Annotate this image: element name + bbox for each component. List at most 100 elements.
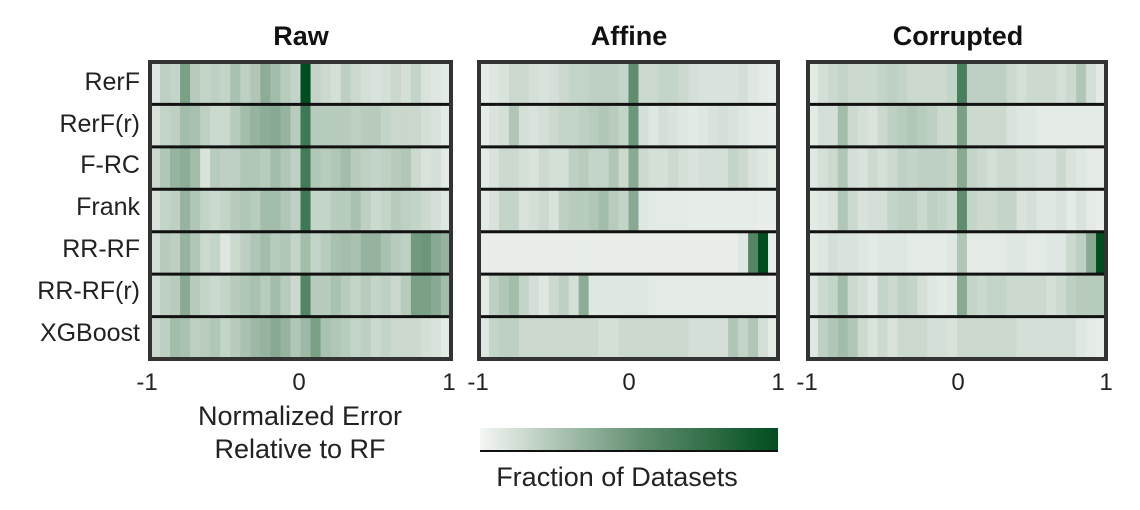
heatmap-cell-raw-r3-b15: [300, 189, 312, 233]
heatmap-cells: [150, 62, 1107, 360]
heatmap-cell-raw-r4-b21: [360, 231, 372, 275]
heatmap-cell-raw-r5-b10: [250, 274, 261, 317]
heatmap-cell-raw-r3-b21: [360, 189, 372, 233]
heatmap-cell-affine-r5-b9: [568, 274, 580, 317]
heatmap-cell-affine-r2-b18: [658, 146, 669, 190]
heatmap-cell-raw-r2-b12: [270, 146, 282, 190]
heatmap-cell-corrupted-r1-b7: [877, 104, 889, 148]
heatmap-cell-corrupted-r2-b17: [976, 146, 988, 190]
heatmap-cell-affine-r3-b14: [618, 189, 630, 233]
heatmap-cell-corrupted-r2-b4: [847, 146, 859, 190]
heatmap-cell-corrupted-r6-b12: [927, 316, 938, 360]
heatmap-cell-corrupted-r4-b15: [957, 231, 968, 275]
heatmap-cell-raw-r3-b9: [240, 189, 251, 233]
heatmap-cell-corrupted-r1-b20: [1006, 104, 1018, 148]
heatmap-cell-raw-r5-b20: [350, 274, 362, 317]
colorbar: [480, 428, 778, 450]
heatmap-cell-affine-r2-b10: [578, 146, 590, 190]
heatmap-cell-raw-r0-b21: [360, 62, 372, 105]
heatmap-cell-affine-r0-b17: [648, 62, 659, 105]
heatmap-cell-affine-r2-b14: [618, 146, 630, 190]
heatmap-cell-affine-r0-b12: [598, 62, 610, 105]
heatmap-cell-raw-r6-b11: [260, 316, 271, 360]
heatmap-cell-raw-r5-b14: [290, 274, 302, 317]
heatmap-cell-raw-r4-b5: [200, 231, 211, 275]
heatmap-cell-raw-r6-b2: [170, 316, 181, 360]
heatmap-cell-raw-r0-b16: [310, 62, 322, 105]
heatmap-cell-corrupted-r3-b19: [996, 189, 1008, 233]
heatmap-cell-corrupted-r5-b13: [937, 274, 948, 317]
heatmap-cell-corrupted-r2-b27: [1076, 146, 1087, 190]
heatmap-cell-affine-r1-b10: [578, 104, 590, 148]
heatmap-cell-affine-r0-b3: [508, 62, 520, 105]
heatmap-cell-corrupted-r2-b9: [897, 146, 908, 190]
heatmap-cell-raw-r4-b20: [350, 231, 362, 275]
heatmap-cell-corrupted-r0-b17: [976, 62, 988, 105]
heatmap-cell-corrupted-r3-b24: [1046, 189, 1057, 233]
heatmap-cell-corrupted-r3-b5: [857, 189, 869, 233]
heatmap-cell-corrupted-r6-b0: [808, 316, 819, 360]
heatmap-cell-affine-r1-b6: [538, 104, 550, 148]
heatmap-cell-corrupted-r2-b7: [877, 146, 889, 190]
heatmap-cell-corrupted-r0-b24: [1046, 62, 1057, 105]
panel-frame-affine: [477, 60, 780, 361]
heatmap-cell-corrupted-r3-b11: [917, 189, 928, 233]
heatmap-cell-corrupted-r1-b8: [887, 104, 898, 148]
heatmap-cell-raw-r6-b4: [190, 316, 201, 360]
heatmap-cell-affine-r2-b29: [768, 146, 779, 190]
heatmap-cell-corrupted-r1-b5: [857, 104, 869, 148]
heatmap-cell-corrupted-r0-b13: [937, 62, 948, 105]
row-label-rerf-r: RerF(r): [59, 110, 140, 138]
heatmap-cell-affine-r6-b5: [528, 316, 540, 360]
heatmap-cell-corrupted-r6-b23: [1036, 316, 1047, 360]
heatmap-cell-corrupted-r5-b21: [1016, 274, 1028, 317]
heatmap-cell-raw-r3-b26: [410, 189, 422, 233]
heatmap-cell-corrupted-r1-b1: [817, 104, 829, 148]
heatmap-cell-affine-r2-b4: [518, 146, 530, 190]
heatmap-cell-corrupted-r2-b24: [1046, 146, 1057, 190]
heatmap-cell-corrupted-r6-b22: [1026, 316, 1038, 360]
heatmap-cell-affine-r4-b27: [748, 231, 759, 275]
heatmap-cell-raw-r0-b1: [160, 62, 171, 105]
heatmap-cell-raw-r2-b5: [200, 146, 211, 190]
heatmap-cell-corrupted-r4-b22: [1026, 231, 1038, 275]
heatmap-cell-raw-r3-b2: [170, 189, 181, 233]
heatmap-cell-affine-r5-b0: [479, 274, 490, 317]
heatmap-cell-corrupted-r5-b26: [1066, 274, 1077, 317]
tick-raw-min: -1: [136, 369, 157, 396]
heatmap-cell-affine-r0-b5: [528, 62, 540, 105]
heatmap-cell-affine-r5-b12: [598, 274, 610, 317]
heatmap-cell-corrupted-r1-b23: [1036, 104, 1047, 148]
heatmap-cell-raw-r1-b20: [350, 104, 362, 148]
heatmap-cell-raw-r5-b9: [240, 274, 251, 317]
heatmap-cell-affine-r0-b24: [718, 62, 729, 105]
heatmap-cell-affine-r2-b11: [588, 146, 600, 190]
heatmap-cell-corrupted-r1-b15: [957, 104, 968, 148]
heatmap-cell-raw-r6-b24: [390, 316, 402, 360]
heatmap-cell-raw-r6-b8: [230, 316, 241, 360]
heatmap-cell-raw-r1-b14: [290, 104, 302, 148]
heatmap-cell-affine-r5-b1: [488, 274, 500, 317]
heatmap-cell-raw-r2-b6: [210, 146, 221, 190]
heatmap-cell-corrupted-r1-b18: [986, 104, 998, 148]
heatmap-cell-affine-r2-b28: [758, 146, 769, 190]
heatmap-cell-raw-r5-b19: [340, 274, 352, 317]
heatmap-cell-corrupted-r4-b9: [897, 231, 908, 275]
heatmap-cell-corrupted-r4-b27: [1076, 231, 1087, 275]
heatmap-cell-raw-r0-b20: [350, 62, 362, 105]
heatmap-cell-affine-r0-b29: [768, 62, 779, 105]
heatmap-cell-raw-r2-b27: [420, 146, 432, 190]
heatmap-cell-raw-r1-b11: [260, 104, 271, 148]
heatmap-cell-corrupted-r2-b29: [1096, 146, 1107, 190]
heatmap-cell-affine-r1-b9: [568, 104, 580, 148]
heatmap-cell-raw-r0-b14: [290, 62, 302, 105]
heatmap-cell-corrupted-r3-b12: [927, 189, 938, 233]
heatmap-cell-corrupted-r1-b3: [837, 104, 849, 148]
heatmap-cell-corrupted-r4-b2: [827, 231, 839, 275]
heatmap-cell-affine-r0-b10: [578, 62, 590, 105]
heatmap-cell-raw-r0-b13: [280, 62, 292, 105]
heatmap-cell-affine-r5-b24: [718, 274, 729, 317]
row-label-rr-rf: RR-RF: [62, 235, 140, 263]
heatmap-cell-raw-r6-b21: [360, 316, 372, 360]
